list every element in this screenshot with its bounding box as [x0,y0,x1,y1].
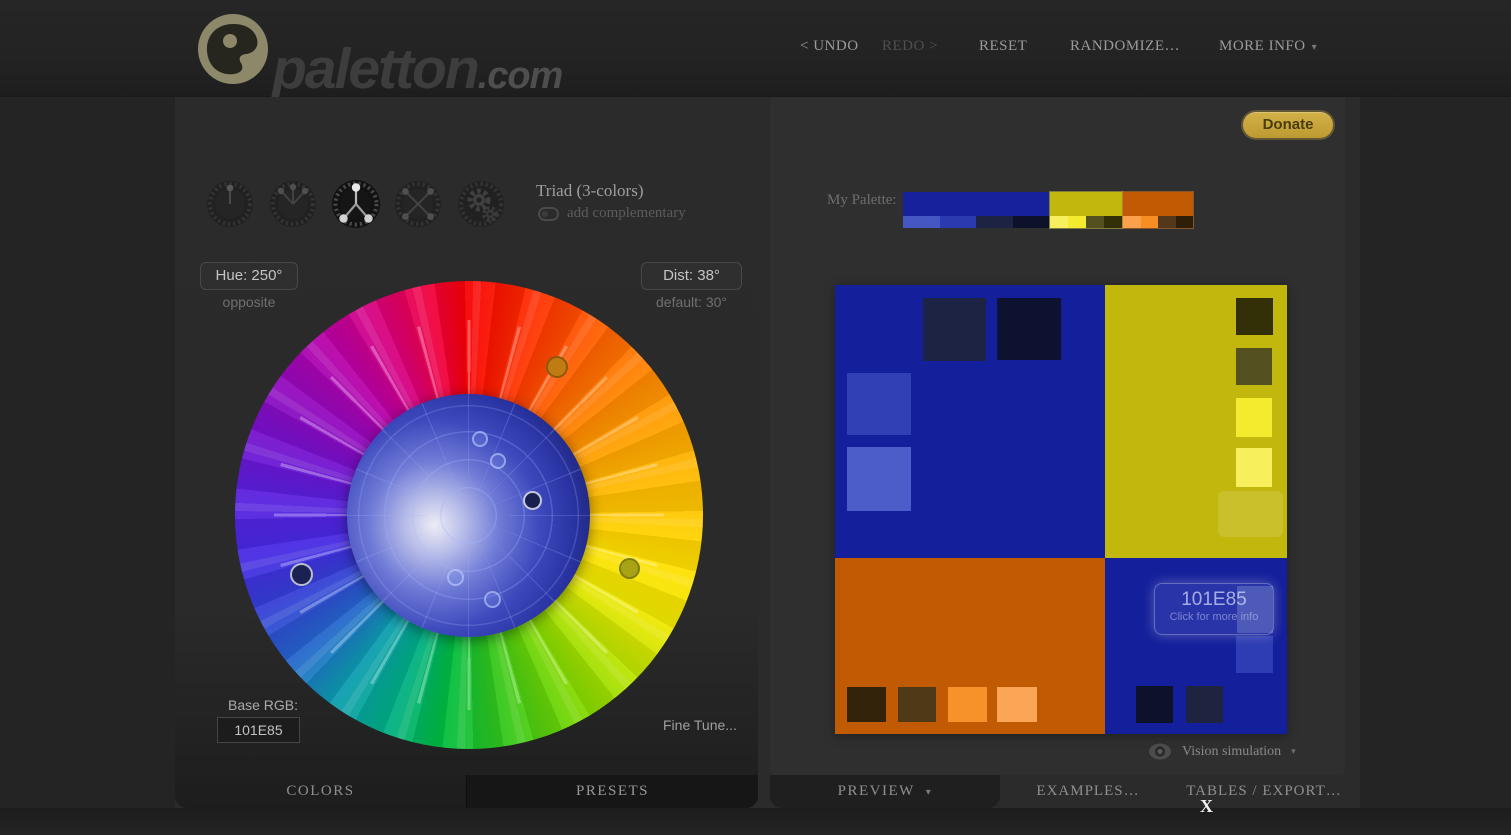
tab-presets[interactable]: PRESETS [466,775,758,808]
scheme-title: Triad (3-colors) [536,181,644,200]
preview-swatch[interactable] [997,298,1061,360]
preview-swatch[interactable] [1186,686,1223,723]
undo-button[interactable]: < UNDO [800,38,859,54]
fine-tune-link[interactable]: Fine Tune... [663,717,737,733]
preview-swatch[interactable] [847,687,886,722]
paletton-logo-icon [198,14,268,84]
right-tab-bar: EXAMPLES… TABLES / EXPORT… [1000,775,1352,808]
shade-marker-2[interactable] [490,453,506,469]
base-rgb-label: Base RGB: [228,697,299,713]
preview-swatch[interactable] [1236,348,1272,385]
base-color-marker[interactable] [523,491,542,510]
chevron-down-icon: ▾ [1291,746,1296,756]
my-palette-label: My Palette: [827,192,897,208]
tooltip-color-code: 101E85 [1181,589,1247,610]
palette-main-orange[interactable] [1123,192,1193,216]
vision-simulation-label: Vision simulation [1182,743,1282,759]
ball-grid-rings [347,394,590,637]
distance-subnote: default: 30° [656,294,727,310]
more-info-menu[interactable]: MORE INFO ▾ [1219,38,1317,55]
logo-suffix: .com [477,55,564,97]
shade-marker-4[interactable] [447,569,464,586]
color-info-tooltip[interactable]: 101E85 Click for more info [1154,583,1274,635]
paletton-logo[interactable]: paletton .com [196,10,564,107]
shade-marker-1[interactable] [472,431,488,447]
adjacent-colors-icon[interactable] [268,179,318,229]
palette-group-blue[interactable] [903,192,1049,228]
logo-word: paletton [272,37,480,101]
left-tab-bar: COLORS PRESETS [175,775,758,808]
preview-swatch[interactable] [1236,398,1272,437]
palette-shade[interactable] [1086,216,1104,228]
add-complementary-toggle[interactable]: add complementary [538,205,686,222]
tab-preview-label: PREVIEW [837,783,915,799]
base-rgb-input[interactable] [217,717,300,743]
palette-shade[interactable] [903,216,940,228]
randomize-button[interactable]: RANDOMIZE… [1070,38,1180,54]
palette-group-yellow[interactable] [1050,192,1122,228]
palette-shade[interactable] [1123,216,1141,228]
preview-swatch[interactable] [1236,448,1272,487]
my-palette-strip [903,192,1193,228]
hue-marker-orange[interactable] [546,356,568,378]
palette-shade[interactable] [1158,216,1176,228]
palette-main-blue[interactable] [903,192,1049,216]
hue-marker-olive[interactable] [619,558,640,579]
palette-shade[interactable] [1068,216,1086,228]
preview-swatch[interactable] [997,687,1037,722]
palette-shade[interactable] [940,216,976,228]
saturation-brightness-ball[interactable] [347,394,590,637]
tetrad-icon[interactable] [393,179,443,229]
palette-shade[interactable] [1176,216,1193,228]
palette-main-yellow[interactable] [1050,192,1122,216]
tab-colors[interactable]: COLORS [286,783,355,799]
freestyle-gears-icon[interactable] [456,179,506,229]
ball-grid-spokes [347,394,590,637]
palette-shade[interactable] [1141,216,1158,228]
more-info-label: MORE INFO [1219,38,1306,54]
shade-marker-5[interactable] [484,591,501,608]
preview-swatch[interactable] [847,373,911,435]
eye-icon [1149,743,1171,760]
triad-icon[interactable] [331,179,381,229]
tab-examples[interactable]: EXAMPLES… [1036,783,1140,799]
palette-shade[interactable] [976,216,1013,228]
tab-tables-export[interactable]: TABLES / EXPORT… [1186,783,1342,799]
preview-swatch[interactable] [948,687,987,722]
footer-strip [0,808,1511,835]
palette-shade[interactable] [1050,216,1068,228]
hue-subnote: opposite [222,294,276,310]
preview-swatch[interactable] [1237,586,1273,633]
donate-button[interactable]: Donate [1243,112,1333,138]
vision-simulation-control[interactable]: Vision simulation ▾ [1148,743,1296,760]
tab-preview[interactable]: PREVIEW ▾ [770,775,1000,808]
hue-marker-base-navy[interactable] [290,563,313,586]
preview-swatch[interactable] [1136,686,1173,723]
monochromatic-icon[interactable] [205,179,255,229]
tooltip-hint: Click for more info [1169,611,1259,623]
chevron-down-icon: ▾ [925,787,933,798]
radio-icon [538,206,559,221]
preview-swatch[interactable] [898,687,936,722]
preview-swatch[interactable] [1236,636,1273,673]
color-preview-grid: 101E85 Click for more info [835,285,1287,734]
preview-swatch[interactable] [1236,298,1273,335]
reset-button[interactable]: RESET [979,38,1028,54]
palette-shade[interactable] [1013,216,1049,228]
palette-shade[interactable] [1104,216,1122,228]
distance-field[interactable]: Dist: 38° [641,262,742,290]
swatch-hover-highlight [1218,491,1283,537]
header-bar: paletton .com < UNDO REDO > RESET RANDOMI… [0,0,1511,101]
hue-field[interactable]: Hue: 250° [200,262,298,290]
chevron-down-icon: ▾ [1311,42,1318,53]
preview-swatch[interactable] [847,447,911,511]
palette-group-orange[interactable] [1123,192,1193,228]
preview-swatch[interactable] [923,298,986,361]
redo-button[interactable]: REDO > [882,38,939,54]
color-wheel[interactable] [235,281,703,749]
add-complementary-label: add complementary [567,205,686,221]
cursor-x-mark: X [1200,796,1213,816]
